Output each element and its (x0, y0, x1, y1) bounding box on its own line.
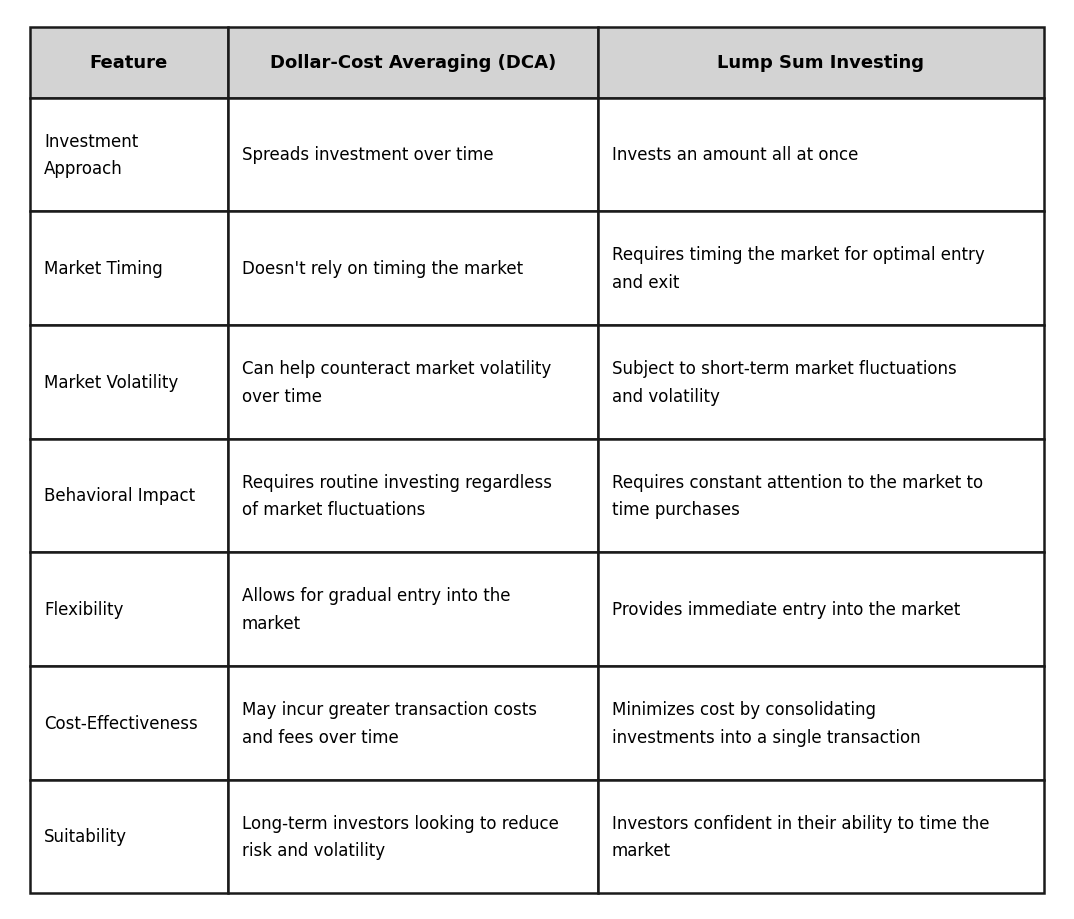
Text: Subject to short-term market fluctuations
and volatility: Subject to short-term market fluctuation… (612, 359, 957, 405)
Bar (598, 779, 1044, 893)
Bar (598, 98, 1044, 212)
Text: Feature: Feature (90, 54, 168, 72)
Text: Market Volatility: Market Volatility (44, 373, 178, 391)
Bar (228, 779, 598, 893)
Text: Can help counteract market volatility
over time: Can help counteract market volatility ov… (242, 359, 551, 405)
Text: Invests an amount all at once: Invests an amount all at once (612, 146, 858, 165)
Bar (30, 98, 228, 212)
Text: Provides immediate entry into the market: Provides immediate entry into the market (612, 600, 960, 618)
Bar (598, 666, 1044, 779)
Text: Allows for gradual entry into the
market: Allows for gradual entry into the market (242, 586, 510, 632)
Text: Requires routine investing regardless
of market fluctuations: Requires routine investing regardless of… (242, 473, 552, 519)
Text: Investment
Approach: Investment Approach (44, 132, 139, 178)
Bar (30, 779, 228, 893)
Bar (30, 325, 228, 439)
Text: Requires constant attention to the market to
time purchases: Requires constant attention to the marke… (612, 473, 983, 519)
Text: Requires timing the market for optimal entry
and exit: Requires timing the market for optimal e… (612, 246, 985, 291)
Bar (228, 552, 598, 666)
Text: Spreads investment over time: Spreads investment over time (242, 146, 493, 165)
Text: Dollar-Cost Averaging (DCA): Dollar-Cost Averaging (DCA) (270, 54, 556, 72)
Bar (228, 98, 598, 212)
Bar (228, 212, 598, 325)
Bar (228, 28, 598, 98)
Bar (598, 552, 1044, 666)
Text: Behavioral Impact: Behavioral Impact (44, 487, 195, 505)
Text: Lump Sum Investing: Lump Sum Investing (717, 54, 925, 72)
Bar (598, 28, 1044, 98)
Text: May incur greater transaction costs
and fees over time: May incur greater transaction costs and … (242, 700, 537, 746)
Bar (30, 552, 228, 666)
Bar (228, 666, 598, 779)
Text: Suitability: Suitability (44, 827, 127, 845)
Bar (228, 325, 598, 439)
Text: Investors confident in their ability to time the
market: Investors confident in their ability to … (612, 813, 989, 859)
Bar (30, 212, 228, 325)
Bar (598, 212, 1044, 325)
Bar (30, 666, 228, 779)
Text: Cost-Effectiveness: Cost-Effectiveness (44, 714, 198, 732)
Text: Long-term investors looking to reduce
risk and volatility: Long-term investors looking to reduce ri… (242, 813, 558, 859)
Bar (30, 439, 228, 552)
Text: Market Timing: Market Timing (44, 260, 163, 278)
Text: Flexibility: Flexibility (44, 600, 124, 618)
Bar (30, 28, 228, 98)
Bar (598, 325, 1044, 439)
Text: Minimizes cost by consolidating
investments into a single transaction: Minimizes cost by consolidating investme… (612, 700, 920, 746)
Bar (228, 439, 598, 552)
Text: Doesn't rely on timing the market: Doesn't rely on timing the market (242, 260, 523, 278)
Bar (598, 439, 1044, 552)
